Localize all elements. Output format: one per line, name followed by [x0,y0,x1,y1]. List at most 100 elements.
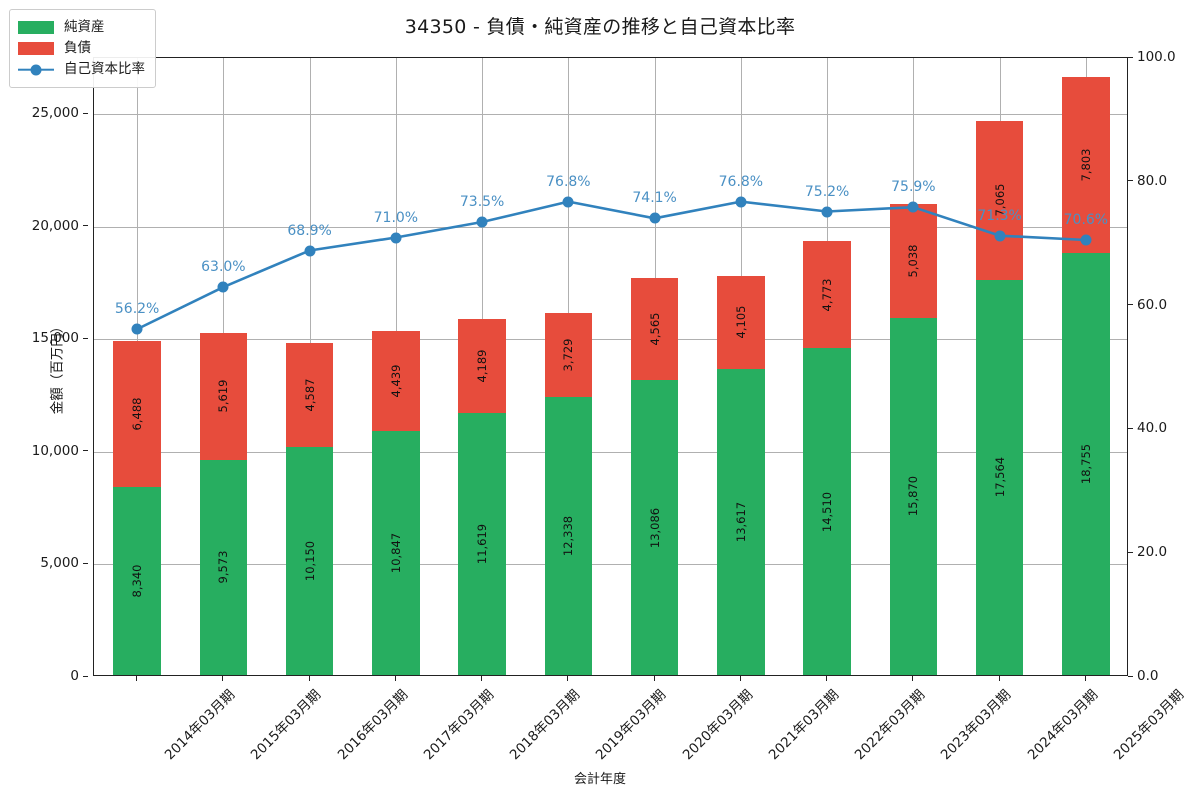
bar-segment-net-assets[interactable]: 10,150 [285,446,334,675]
tick-mark [83,675,88,677]
ratio-data-point[interactable] [476,216,488,228]
y-tick-right: 20.0 [1128,544,1167,560]
ratio-data-point[interactable] [735,196,747,208]
y-tick-left-label: 15,000 [31,330,79,347]
bar-segment-net-assets[interactable]: 14,510 [803,348,851,675]
bar-segment-net-assets[interactable]: 12,338 [544,397,593,675]
y-tick-left-label: 20,000 [31,217,79,234]
ratio-data-point[interactable] [131,323,143,335]
x-tick-label: 2022年03月期 [851,686,929,764]
tick-mark [1128,551,1133,553]
bar-segment-net-assets[interactable]: 13,617 [717,368,765,675]
y-tick-left: 15,000 [32,330,88,346]
y-tick-right-label: 0.0 [1137,668,1159,684]
y-tick-right: 60.0 [1128,297,1167,313]
bar-segment-net-assets[interactable]: 17,564 [975,279,1024,675]
stacked-bar[interactable]: 18,755 7,803 [1062,77,1110,675]
bar-segment-net-assets[interactable]: 9,573 [199,459,248,675]
bar-segment-net-assets[interactable]: 11,619 [458,413,506,675]
bar-segment-liabilities[interactable]: 3,729 [544,313,593,398]
x-tick-mark [394,676,396,681]
tick-mark [83,337,88,339]
stacked-bar[interactable]: 10,847 4,439 [372,330,420,675]
stacked-bar[interactable]: 12,338 3,729 [544,313,593,675]
y-tick-right: 100.0 [1128,49,1176,65]
tick-mark [83,562,88,564]
stacked-bar[interactable]: 14,510 4,773 [803,240,851,675]
stacked-bar[interactable]: 13,617 4,105 [717,276,765,675]
stacked-bar[interactable]: 10,150 4,587 [285,343,334,675]
ratio-data-point[interactable] [994,230,1006,242]
ratio-data-point[interactable] [821,206,833,217]
x-tick-mark [308,676,310,681]
y-tick-right: 0.0 [1128,668,1158,684]
ratio-data-point[interactable] [304,245,316,256]
x-tick-mark [481,676,483,681]
y-tick-right: 40.0 [1128,420,1167,436]
bar-segment-liabilities[interactable]: 4,773 [803,240,851,349]
x-tick-label: 2017年03月期 [420,686,498,764]
legend-item[interactable]: 負債 [18,38,145,59]
legend-item[interactable]: 純資産 [18,17,145,38]
stacked-bar[interactable]: 11,619 4,189 [458,319,506,675]
ratio-data-point[interactable] [907,201,919,213]
bar-segment-liabilities[interactable]: 5,038 [889,204,938,318]
x-tick-mark [136,676,138,681]
bar-segment-liabilities[interactable]: 7,803 [1062,77,1110,253]
y-tick-left: 20,000 [32,218,88,234]
x-tick-mark [653,676,655,681]
stacked-bar[interactable]: 9,573 5,619 [199,333,248,675]
x-tick-label: 2020年03月期 [679,686,756,764]
x-tick-label: 2016年03月期 [334,686,411,764]
bar-segment-net-assets[interactable]: 15,870 [889,317,938,675]
x-tick-label: 2023年03月期 [938,686,1015,764]
tick-mark [83,450,88,452]
gridline-horizontal [94,114,1127,116]
x-tick-mark [998,676,1000,681]
bar-segment-liabilities[interactable]: 4,587 [285,343,334,447]
x-tick-mark [222,676,224,681]
bar-segment-liabilities[interactable]: 4,189 [458,319,506,414]
bar-segment-liabilities[interactable]: 4,565 [630,277,679,381]
y-tick-right-label: 60.0 [1137,296,1168,313]
stacked-bar[interactable]: 13,086 4,565 [630,277,679,675]
gridline-horizontal [94,451,1127,453]
ratio-data-point[interactable] [217,281,229,293]
x-tick-label: 2019年03月期 [593,686,670,764]
bar-segment-net-assets[interactable]: 18,755 [1062,252,1110,675]
tick-mark [1128,675,1133,677]
bar-segment-net-assets[interactable]: 8,340 [113,487,161,675]
ratio-data-point[interactable] [562,196,574,208]
y-tick-left-label: 5,000 [40,555,79,572]
x-tick-mark [912,676,914,681]
y-tick-right-label: 80.0 [1137,172,1168,189]
bar-layer: 8,340 6,488 9,573 5,619 10,150 4,587 10,847 4,4… [94,58,1127,675]
bar-segment-liabilities[interactable]: 7,065 [975,120,1024,280]
gridline-horizontal [94,564,1127,566]
ratio-data-point[interactable] [649,212,661,224]
ratio-data-point[interactable] [390,232,402,243]
bar-segment-net-assets[interactable]: 10,847 [372,430,420,675]
bar-segment-net-assets[interactable]: 13,086 [630,380,679,675]
stacked-bar[interactable]: 15,870 5,038 [889,204,938,675]
stacked-bar[interactable]: 8,340 6,488 [113,341,161,675]
legend-color-swatch [18,21,54,34]
legend-item-label: 純資産 [64,18,105,35]
legend-item[interactable]: 自己資本比率 [18,59,145,80]
tick-mark [1128,427,1133,429]
y-tick-right: 80.0 [1128,173,1167,189]
stacked-bar[interactable]: 17,564 7,065 [975,120,1024,675]
bar-segment-liabilities[interactable]: 5,619 [199,333,248,460]
ratio-line-path [135,200,1088,331]
x-tick-mark [1084,676,1086,681]
bar-segment-liabilities[interactable]: 4,439 [372,330,420,431]
x-tick-label: 2014年03月期 [161,686,239,764]
chart-title: 34350 - 負債・純資産の推移と自己資本比率 [404,16,796,38]
ratio-data-point[interactable] [1080,234,1092,246]
bar-segment-liabilities[interactable]: 6,488 [113,341,161,488]
y-tick-left-label: 25,000 [31,105,79,122]
tick-mark [83,225,88,227]
bar-segment-liabilities[interactable]: 4,105 [717,276,765,369]
x-tick-label: 2024年03月期 [1024,686,1101,764]
legend-item-label: 負債 [64,39,91,56]
